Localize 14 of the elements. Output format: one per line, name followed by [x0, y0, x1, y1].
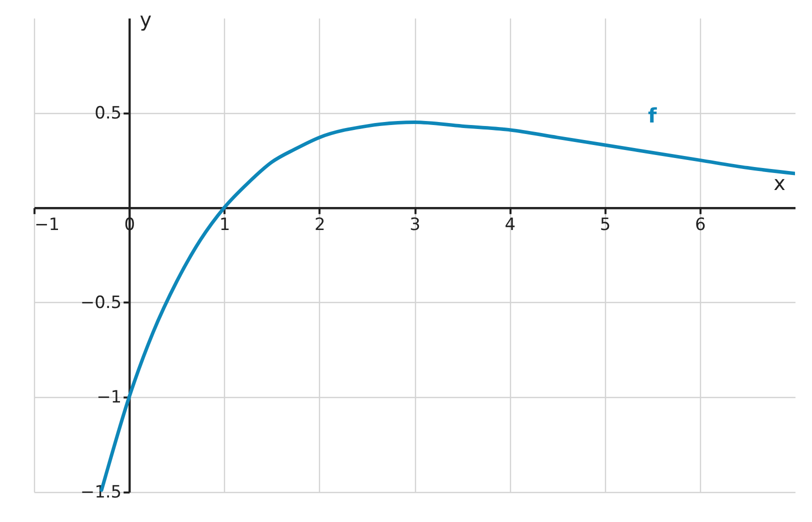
y-tick-label: 0.5: [94, 103, 122, 124]
x-tick-label: −1: [34, 215, 60, 236]
y-tick-label: −0.5: [80, 292, 122, 313]
y-axis-title: y: [140, 8, 152, 32]
x-tick-label: 3: [410, 215, 420, 236]
y-tick-label: −1.5: [80, 482, 122, 502]
y-tick-label: −1: [96, 388, 122, 408]
x-tick-label: 6: [694, 215, 706, 236]
x-axis-title: x: [774, 171, 786, 196]
x-tick-label: 4: [504, 215, 516, 236]
series-label: f: [648, 104, 657, 128]
x-tick-label: 5: [600, 215, 611, 236]
x-tick-label: 1: [219, 215, 230, 236]
x-tick-label: 2: [314, 215, 326, 236]
